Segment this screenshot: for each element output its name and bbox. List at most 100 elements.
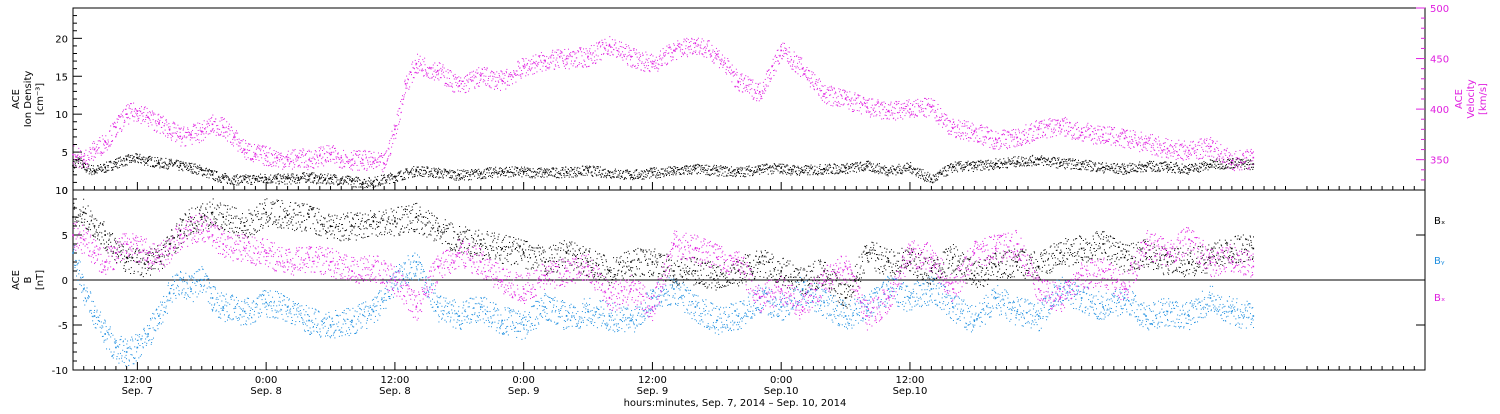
density-sample	[308, 179, 309, 180]
bottom-tick-label: -10	[52, 366, 68, 377]
density-sample	[1021, 158, 1022, 159]
velocity-sample	[246, 159, 247, 160]
density-sample	[428, 176, 429, 177]
x-tick-date-label: Sep. 8	[250, 386, 282, 397]
density-sample	[1056, 167, 1057, 168]
velocity-sample	[141, 106, 142, 107]
velocity-sample	[406, 88, 407, 89]
density-sample	[1028, 160, 1029, 161]
velocity-sample	[478, 67, 479, 68]
density-sample	[534, 171, 535, 172]
velocity-sample	[480, 80, 481, 81]
density-sample	[492, 172, 493, 173]
velocity-sample	[240, 140, 241, 141]
density-sample	[716, 167, 717, 168]
density-sample	[1111, 164, 1112, 165]
velocity-sample	[493, 72, 494, 73]
velocity-sample	[91, 158, 92, 159]
velocity-sample	[481, 74, 482, 75]
velocity-sample	[117, 118, 118, 119]
density-sample	[416, 171, 417, 172]
density-sample	[333, 184, 334, 185]
velocity-sample	[426, 74, 427, 75]
density-sample	[1156, 164, 1157, 165]
velocity-sample	[468, 82, 469, 83]
density-sample	[786, 174, 787, 175]
density-sample	[986, 162, 987, 163]
density-sample	[548, 170, 549, 171]
density-sample	[533, 168, 534, 169]
velocity-sample	[509, 85, 510, 86]
density-sample	[154, 167, 155, 168]
density-sample	[506, 172, 507, 173]
density-sample	[475, 169, 476, 170]
density-sample	[1076, 168, 1077, 169]
density-sample	[532, 176, 533, 177]
density-sample	[735, 173, 736, 174]
density-sample	[458, 173, 459, 174]
density-sample	[158, 163, 159, 164]
velocity-sample	[437, 78, 438, 79]
velocity-sample	[293, 150, 294, 151]
density-sample	[943, 170, 944, 171]
density-sample	[650, 169, 651, 170]
density-sample	[436, 168, 437, 169]
velocity-sample	[316, 162, 317, 163]
density-sample	[869, 170, 870, 171]
density-sample	[1002, 163, 1003, 164]
density-sample	[879, 172, 880, 173]
density-sample	[1202, 164, 1203, 165]
velocity-sample	[173, 123, 174, 124]
velocity-sample	[455, 74, 456, 75]
density-sample	[846, 170, 847, 171]
density-sample	[73, 171, 74, 172]
density-sample	[627, 171, 628, 172]
velocity-sample	[577, 66, 578, 67]
density-sample	[1111, 166, 1112, 167]
density-sample	[782, 172, 783, 173]
density-sample	[230, 183, 231, 184]
density-sample	[1063, 164, 1064, 165]
density-sample	[1087, 169, 1088, 170]
density-sample	[913, 172, 914, 173]
density-sample	[80, 163, 81, 164]
velocity-sample	[280, 153, 281, 154]
density-sample	[894, 168, 895, 169]
density-sample	[175, 163, 176, 164]
density-sample	[784, 171, 785, 172]
density-sample	[1041, 155, 1042, 156]
velocity-sample	[327, 145, 328, 146]
density-sample	[865, 166, 866, 167]
velocity-sample	[538, 64, 539, 65]
density-sample	[1112, 167, 1113, 168]
density-sample	[538, 168, 539, 169]
density-sample	[1242, 159, 1243, 160]
density-sample	[625, 170, 626, 171]
density-sample	[560, 174, 561, 175]
density-sample	[658, 175, 659, 176]
density-sample	[749, 165, 750, 166]
velocity-point	[340, 157, 342, 159]
density-sample	[444, 169, 445, 170]
density-sample	[1189, 164, 1190, 165]
density-sample	[171, 162, 172, 163]
velocity-sample	[201, 132, 202, 133]
velocity-point	[265, 155, 267, 157]
velocity-sample	[137, 116, 138, 117]
density-sample	[1017, 162, 1018, 163]
density-sample	[1182, 164, 1183, 165]
velocity-sample	[88, 166, 89, 167]
density-sample	[1048, 158, 1049, 159]
velocity-sample	[76, 165, 77, 166]
density-sample	[694, 170, 695, 171]
density-sample	[376, 179, 377, 180]
velocity-sample	[134, 111, 135, 112]
density-sample	[1057, 158, 1058, 159]
density-sample	[970, 163, 971, 164]
velocity-sample	[299, 165, 300, 166]
density-sample	[461, 177, 462, 178]
density-sample	[541, 169, 542, 170]
velocity-sample	[79, 167, 80, 168]
density-sample	[488, 170, 489, 171]
velocity-sample	[195, 133, 196, 134]
